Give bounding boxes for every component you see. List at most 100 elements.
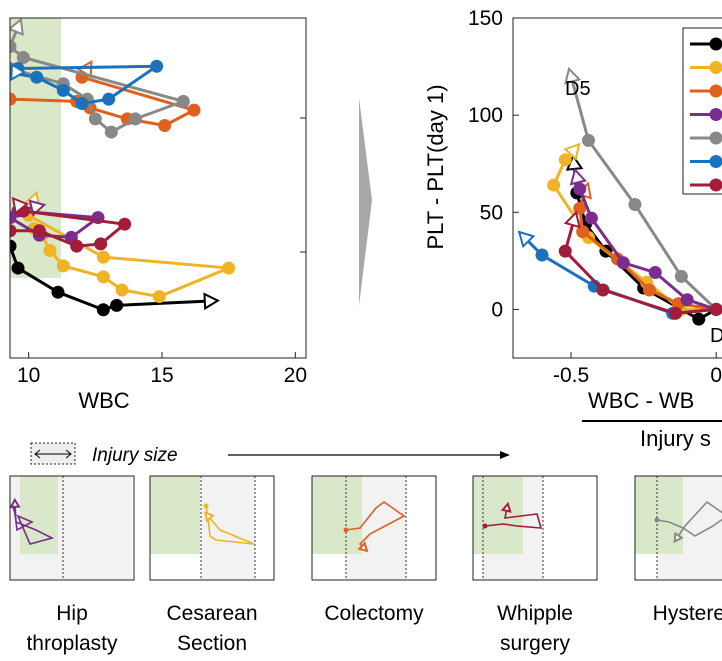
panel-arrow-head: [673, 531, 684, 544]
right-data-point: [709, 302, 722, 316]
panel-trajectory: [484, 507, 543, 529]
right-data-point: [674, 269, 688, 283]
left-data-point: [56, 83, 70, 97]
left-data-point: [222, 261, 236, 275]
left-data-point: [16, 50, 30, 64]
right-y-label: PLT - PLT(day 1): [423, 84, 448, 249]
left-data-point: [10, 92, 17, 106]
panel-frame: [472, 475, 598, 581]
right-data-point: [692, 312, 706, 326]
panel-arrow-head: [357, 541, 369, 553]
right-x-label-denominator: Injury s: [640, 426, 711, 451]
left-data-point: [96, 303, 110, 317]
right-x-tick-label: 0: [710, 364, 722, 387]
panel-label: Section: [177, 632, 247, 655]
panel-green-band: [150, 476, 200, 554]
right-data-point: [669, 306, 683, 320]
left-arrow-head: [10, 18, 24, 36]
panel-label: surgery: [500, 632, 571, 655]
right-arrow-head: [564, 66, 582, 85]
panel-label: Colectomy: [324, 602, 424, 625]
legend-swatch-marker: [709, 108, 722, 121]
right-data-point: [573, 182, 587, 196]
right-data-point: [547, 178, 561, 192]
left-arrow-head: [203, 292, 220, 311]
right-data-point: [535, 248, 549, 262]
annotation-d: D: [710, 325, 722, 347]
right-arrow-head: [569, 167, 587, 186]
left-data-point: [115, 283, 129, 297]
left-data-point: [75, 97, 89, 111]
right-plot-frame: [512, 17, 722, 359]
right-data-point: [584, 211, 598, 225]
panel-start-point: [203, 503, 209, 509]
panel-label: throplasty: [26, 632, 118, 655]
panel-green-band: [635, 476, 683, 554]
injury-size-label: Injury size: [92, 445, 178, 466]
panel-frame: [9, 475, 135, 581]
separator-arrow-icon: [359, 98, 372, 306]
left-data-point: [10, 40, 17, 54]
left-data-point: [176, 94, 190, 108]
right-data-point: [628, 198, 642, 212]
right-y-tick-label: 50: [480, 201, 503, 224]
left-data-point: [94, 237, 108, 251]
annotation-d5: D5: [565, 78, 591, 100]
injury-panel: Whipple surgery: [472, 475, 598, 655]
left-data-point: [158, 118, 172, 132]
left-data-point: [10, 239, 17, 253]
right-data-point: [576, 225, 590, 239]
right-y-tick-label: 150: [468, 7, 503, 30]
left-data-point: [102, 92, 116, 106]
left-x-label: WBC: [78, 388, 129, 413]
left-data-point: [150, 59, 164, 73]
left-data-point: [110, 298, 124, 312]
right-data-point: [616, 256, 630, 270]
injury-size-header: Injury size: [30, 442, 510, 466]
panel-label: Hysterect: [653, 602, 722, 625]
left-data-point: [96, 270, 110, 284]
injury-panel: Hysterect: [634, 475, 722, 625]
panel-frame: [634, 475, 722, 581]
left-x-tick-label: 15: [150, 364, 173, 387]
left-data-point: [51, 285, 65, 299]
left-data-point: [43, 244, 57, 258]
panel-start-point: [482, 523, 488, 529]
left-x-tick-label: 20: [284, 364, 307, 387]
left-data-point: [88, 112, 102, 126]
left-plot-frame: [9, 17, 307, 359]
left-arrow-head: [10, 62, 27, 82]
left-data-point: [11, 261, 25, 275]
right-data-point: [558, 244, 572, 258]
right-data-point: [648, 266, 662, 280]
left-data-point: [128, 112, 142, 126]
left-x-tick-label: 10: [17, 364, 40, 387]
panel-trajectory: [656, 500, 722, 539]
left-data-point: [152, 290, 166, 304]
legend-swatch-marker: [709, 37, 722, 51]
panel-label: Whipple: [497, 602, 573, 625]
right-data-point: [558, 153, 572, 167]
right-x-tick-label: -0.5: [553, 364, 589, 387]
right-data-point: [642, 283, 656, 297]
panel-start-point: [343, 527, 349, 533]
legend-swatch-marker: [709, 131, 722, 145]
right-chart: 0 50 100 150 -0.5 0 PLT - PLT(day 1) D5 D WB…: [423, 7, 722, 451]
left-data-point: [32, 224, 46, 238]
panel-green-band: [473, 476, 523, 554]
right-y-tick-label: 0: [491, 298, 503, 321]
panel-label: Hip: [56, 602, 88, 625]
legend-swatch-marker: [709, 84, 722, 98]
left-chart: 10 15 20 WBC: [9, 17, 307, 413]
panel-arrow-head: [203, 511, 215, 523]
panel-trajectory: [12, 503, 55, 545]
left-data-point: [104, 125, 118, 139]
right-data-point: [680, 293, 694, 307]
panel-label: Cesarean: [166, 602, 257, 625]
panel-arrow-head: [9, 497, 21, 509]
right-arrow-head: [517, 230, 536, 249]
left-data-point: [10, 224, 17, 238]
right-data-point: [596, 283, 610, 297]
legend: [682, 27, 722, 195]
left-arrow-head: [11, 196, 29, 215]
